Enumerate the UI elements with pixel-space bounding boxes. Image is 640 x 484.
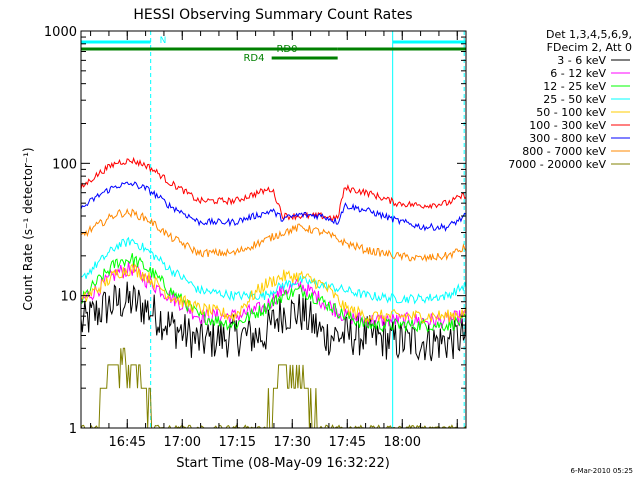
timestamp: 6-Mar-2010 05:25 xyxy=(571,467,633,475)
series-line-1 xyxy=(80,281,467,362)
legend-label-7: 300 - 800 keV xyxy=(529,132,606,145)
y-axis-label: Count Rate (s⁻¹ detector⁻¹) xyxy=(21,147,35,310)
x-tick-label: 16:45 xyxy=(109,435,146,450)
legend-label-4: 25 - 50 keV xyxy=(543,93,606,106)
legend-label-5: 50 - 100 keV xyxy=(536,106,606,119)
y-tick-label: 1000 xyxy=(44,25,77,40)
legend-label-9: 7000 - 20000 keV xyxy=(508,158,606,171)
flag-label-rd0: RD0 xyxy=(276,44,297,55)
x-axis: 16:45 17:00 17:15 17:30 17:45 18:00 xyxy=(90,31,458,450)
x-tick-label: 17:15 xyxy=(219,435,256,450)
flag-label-rd4: RD4 xyxy=(243,53,264,64)
legend-label-2: 6 - 12 keV xyxy=(550,67,606,80)
legend-label-3: 12 - 25 keV xyxy=(543,80,606,93)
series-lines xyxy=(80,156,467,430)
chart-title: HESSI Observing Summary Count Rates xyxy=(133,7,412,23)
y-tick-label: 1 xyxy=(69,422,77,437)
period-lines xyxy=(150,31,465,428)
series-line-3 xyxy=(80,253,467,333)
legend-label-6: 100 - 300 keV xyxy=(529,119,606,132)
series-line-8 xyxy=(80,208,467,263)
y-axis: 1 10 100 1000 xyxy=(44,25,466,437)
y-tick-label: 100 xyxy=(52,157,77,172)
legend-label-1: 3 - 6 keV xyxy=(557,54,606,67)
x-axis-label: Start Time (08-May-09 16:32:22) xyxy=(176,456,390,471)
series-line-4 xyxy=(81,236,467,305)
x-tick-label: 18:00 xyxy=(384,435,421,450)
x-tick-label: 17:30 xyxy=(274,435,311,450)
flag-bars: N RD0 RD4 xyxy=(81,36,466,64)
legend-header-line-2: FDecim 2, Att 0 xyxy=(547,41,632,54)
x-tick-label: 17:00 xyxy=(164,435,201,450)
x-tick-label: 17:45 xyxy=(329,435,366,450)
y-tick-label: 10 xyxy=(60,290,77,305)
series-line-7 xyxy=(80,181,467,232)
series-line-6 xyxy=(80,156,467,222)
flag-label-n: N xyxy=(160,36,167,46)
legend: Det 1,3,4,5,6,9, FDecim 2, Att 0 3 - 6 k… xyxy=(508,28,632,171)
series-line-5 xyxy=(80,263,467,324)
legend-label-8: 800 - 7000 keV xyxy=(522,145,606,158)
legend-header-line-1: Det 1,3,4,5,6,9, xyxy=(546,28,632,41)
